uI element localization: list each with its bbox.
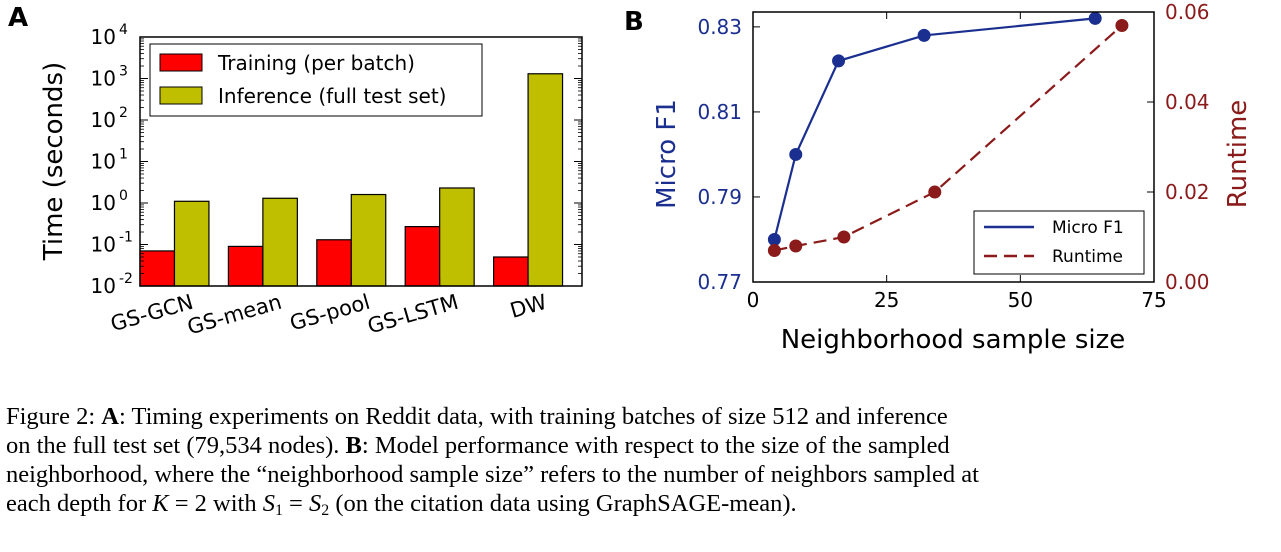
bar-inference-full-test-set-gs-lstm: [439, 187, 475, 287]
x-tick-label-gs-mean: GS-mean: [185, 290, 285, 340]
bar-training-per-batch-gs-mean: [227, 245, 264, 287]
bar-inference-full-test-set-gs-gcn: [173, 200, 210, 287]
chart-b-legend: Micro F1 Runtime: [973, 210, 1145, 275]
y-tick-label: 10: [91, 67, 116, 91]
figure-caption: Figure 2: A: Timing experiments on Reddi…: [6, 402, 1278, 521]
chart-b-ylabel-left: Micro F1: [652, 99, 682, 209]
caption-label-b: B: [345, 432, 362, 459]
y-tick-label: 10: [91, 150, 116, 174]
b-y-left-tick-label: 0.77: [697, 270, 742, 294]
caption-text-4c: =: [282, 490, 309, 517]
caption-math-s2: S: [309, 490, 322, 517]
caption-text-4a: each depth for: [6, 490, 153, 517]
chart-a-ylabel: Time (seconds): [39, 62, 69, 261]
caption-text-b: : Model performance with respect to the …: [361, 432, 950, 459]
y-tick-label-exponent: 0: [119, 188, 128, 204]
caption-line-1: Figure 2: A: Timing experiments on Reddi…: [6, 402, 1278, 431]
y-tick-label: 10: [91, 191, 116, 215]
caption-text-2: on the full test set (79,534 nodes).: [6, 432, 346, 459]
y-tick-label-exponent: 3: [119, 64, 128, 80]
panel-a-label: A: [8, 3, 28, 33]
bar-training-per-batch-gs-pool: [316, 239, 352, 287]
b-x-tick-label-50: 50: [1008, 288, 1033, 312]
point-runtime: [789, 239, 803, 253]
y-tick-label: 10: [91, 25, 116, 49]
x-tick-label-gs-pool: GS-pool: [287, 290, 372, 336]
b-y-right-tick-label: 0.04: [1165, 90, 1210, 114]
y-tick-label: 10: [91, 233, 116, 257]
y-tick-label: 10: [91, 108, 116, 132]
legend-swatch-inference: [159, 86, 203, 105]
b-x-tick-label-25: 25: [874, 288, 899, 312]
point-micro-f1: [1088, 11, 1102, 25]
caption-math-sub1: 1: [274, 501, 283, 519]
y-tick-label: 10: [91, 274, 116, 298]
chart-b-xlabel: Neighborhood sample size: [781, 325, 1126, 355]
b-y-left-tick-label: 0.81: [697, 100, 742, 124]
caption-text-4b: = 2 with: [168, 490, 263, 517]
caption-line-3: neighborhood, where the “neighborhood sa…: [6, 460, 1278, 489]
legend-label-micro-f1: Micro F1: [1052, 218, 1124, 238]
bar-inference-full-test-set-gs-pool: [350, 193, 387, 287]
caption-math-k: K: [152, 490, 169, 517]
b-y-right-tick-label: 0.06: [1165, 0, 1210, 24]
point-runtime: [767, 244, 781, 257]
x-tick-label-gs-gcn: GS-GCN: [108, 290, 196, 336]
caption-text-3: neighborhood, where the “neighborhood sa…: [6, 461, 979, 488]
point-micro-f1: [917, 28, 931, 42]
caption-text-4d: (on the citation data using GraphSAGE-me…: [329, 490, 797, 517]
caption-math-sub2: 2: [321, 501, 330, 519]
x-tick-label-gs-lstm: GS-LSTM: [365, 290, 461, 339]
bar-training-per-batch-gs-lstm: [404, 225, 441, 287]
panel-b-label: B: [624, 7, 644, 37]
bar-inference-full-test-set-dw: [527, 73, 564, 287]
caption-label-a: A: [101, 403, 119, 430]
chart-a-frame: [139, 36, 583, 287]
point-micro-f1: [789, 147, 803, 161]
x-tick-label-dw: DW: [507, 290, 549, 323]
b-y-left-tick-label: 0.83: [697, 15, 742, 39]
chart-b-ylabel-right: Runtime: [1223, 100, 1253, 209]
point-runtime: [837, 230, 851, 244]
caption-line-4: each depth for K = 2 with S1 = S2 (on th…: [6, 489, 1278, 521]
chart-b-sample-size: 0 25 50 750.770.790.810.830.000.020.040.06 …: [652, 0, 1253, 355]
b-y-right-tick-label: 0.02: [1165, 180, 1210, 204]
y-tick-label-exponent: -1: [119, 230, 133, 246]
caption-figure-number: Figure 2:: [6, 403, 102, 430]
legend-label-runtime: Runtime: [1052, 247, 1123, 267]
point-runtime: [928, 185, 942, 199]
y-tick-label-exponent: -2: [119, 271, 133, 287]
b-y-left-tick-label: 0.79: [697, 185, 742, 209]
chart-b-frame: [752, 11, 1155, 283]
series-line-micro-f1: [773, 17, 1096, 240]
point-micro-f1: [767, 232, 781, 246]
chart-a-legend: Training (per batch) Inference (full tes…: [149, 43, 483, 117]
point-micro-f1: [832, 54, 846, 68]
y-tick-label-exponent: 1: [119, 147, 128, 163]
bar-training-per-batch-gs-gcn: [139, 250, 176, 287]
b-x-tick-label-75: 75: [1141, 288, 1166, 312]
legend-swatch-training: [159, 53, 203, 72]
caption-text-a: : Timing experiments on Reddit data, wit…: [118, 403, 948, 430]
legend-label-inference: Inference (full test set): [218, 84, 446, 108]
legend-label-training: Training (per batch): [217, 51, 415, 75]
b-y-right-tick-label: 0.00: [1165, 270, 1210, 294]
caption-line-2: on the full test set (79,534 nodes). B: …: [6, 431, 1278, 460]
caption-math-s1: S: [262, 490, 275, 517]
b-x-tick-label-0: 0: [747, 288, 760, 312]
point-runtime: [1115, 19, 1129, 32]
y-tick-label-exponent: 4: [119, 22, 128, 38]
bar-inference-full-test-set-gs-mean: [262, 197, 298, 287]
bar-training-per-batch-dw: [493, 256, 529, 287]
y-tick-label-exponent: 2: [119, 105, 128, 121]
